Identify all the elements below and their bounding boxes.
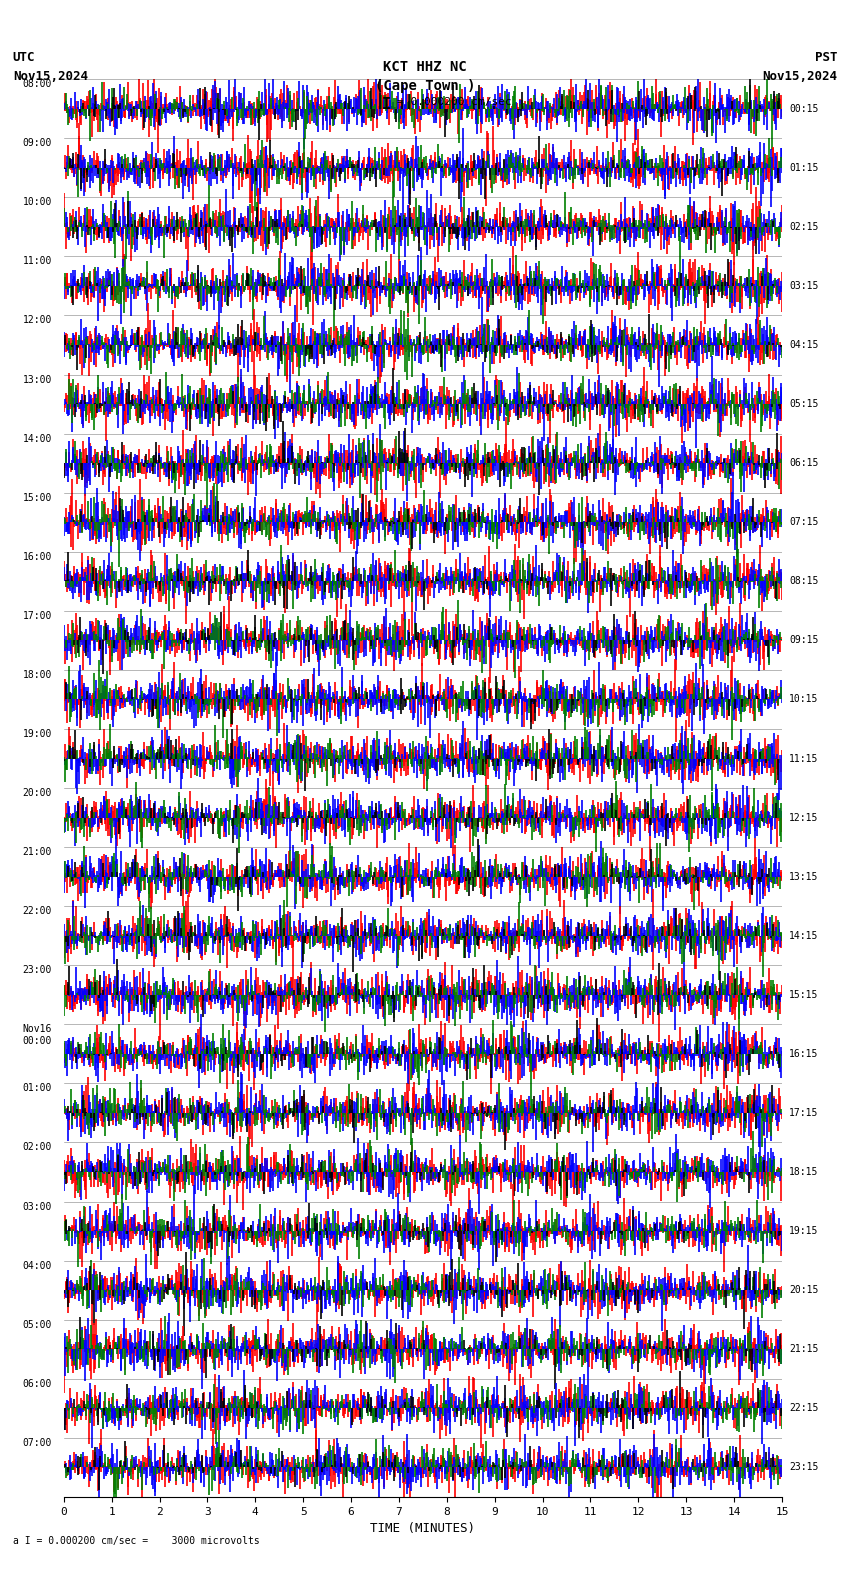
Text: 05:15: 05:15 bbox=[789, 399, 819, 409]
Text: 04:15: 04:15 bbox=[789, 341, 819, 350]
Text: 22:00: 22:00 bbox=[22, 906, 52, 916]
Text: a I = 0.000200 cm/sec =    3000 microvolts: a I = 0.000200 cm/sec = 3000 microvolts bbox=[13, 1536, 259, 1546]
Text: 07:00: 07:00 bbox=[22, 1438, 52, 1448]
Text: 11:00: 11:00 bbox=[22, 257, 52, 266]
Text: 14:00: 14:00 bbox=[22, 434, 52, 444]
Text: Nov15,2024: Nov15,2024 bbox=[13, 70, 88, 82]
Text: 16:00: 16:00 bbox=[22, 551, 52, 562]
Text: Nov16
00:00: Nov16 00:00 bbox=[22, 1025, 52, 1045]
Text: 08:15: 08:15 bbox=[789, 577, 819, 586]
Text: 09:15: 09:15 bbox=[789, 635, 819, 645]
Text: 03:00: 03:00 bbox=[22, 1202, 52, 1212]
Text: 12:00: 12:00 bbox=[22, 315, 52, 325]
Text: 14:15: 14:15 bbox=[789, 931, 819, 941]
Text: 15:00: 15:00 bbox=[22, 493, 52, 502]
Text: 01:15: 01:15 bbox=[789, 163, 819, 173]
Text: (Cape Town ): (Cape Town ) bbox=[375, 79, 475, 93]
Text: 12:15: 12:15 bbox=[789, 813, 819, 822]
Text: 11:15: 11:15 bbox=[789, 754, 819, 763]
Text: Nov15,2024: Nov15,2024 bbox=[762, 70, 837, 82]
Text: 20:00: 20:00 bbox=[22, 787, 52, 798]
Text: 17:00: 17:00 bbox=[22, 611, 52, 621]
Text: 17:15: 17:15 bbox=[789, 1107, 819, 1118]
Text: KCT HHZ NC: KCT HHZ NC bbox=[383, 60, 467, 74]
Text: 09:00: 09:00 bbox=[22, 138, 52, 149]
Text: 18:15: 18:15 bbox=[789, 1167, 819, 1177]
Text: 05:00: 05:00 bbox=[22, 1319, 52, 1329]
X-axis label: TIME (MINUTES): TIME (MINUTES) bbox=[371, 1522, 475, 1535]
Text: 16:15: 16:15 bbox=[789, 1049, 819, 1058]
Text: 06:15: 06:15 bbox=[789, 458, 819, 469]
Text: 20:15: 20:15 bbox=[789, 1285, 819, 1296]
Text: 03:15: 03:15 bbox=[789, 280, 819, 291]
Text: 00:15: 00:15 bbox=[789, 103, 819, 114]
Text: 21:00: 21:00 bbox=[22, 847, 52, 857]
Text: 01:00: 01:00 bbox=[22, 1083, 52, 1093]
Text: 19:15: 19:15 bbox=[789, 1226, 819, 1236]
Text: UTC: UTC bbox=[13, 51, 35, 63]
Text: 21:15: 21:15 bbox=[789, 1345, 819, 1354]
Text: 19:00: 19:00 bbox=[22, 729, 52, 740]
Text: 13:00: 13:00 bbox=[22, 374, 52, 385]
Text: 04:00: 04:00 bbox=[22, 1261, 52, 1270]
Text: 13:15: 13:15 bbox=[789, 871, 819, 882]
Text: 02:00: 02:00 bbox=[22, 1142, 52, 1153]
Text: 15:15: 15:15 bbox=[789, 990, 819, 1000]
Text: 23:00: 23:00 bbox=[22, 965, 52, 976]
Text: 06:00: 06:00 bbox=[22, 1378, 52, 1389]
Text: 10:00: 10:00 bbox=[22, 198, 52, 208]
Text: 08:00: 08:00 bbox=[22, 79, 52, 89]
Text: 10:15: 10:15 bbox=[789, 694, 819, 705]
Text: 18:00: 18:00 bbox=[22, 670, 52, 680]
Text: PST: PST bbox=[815, 51, 837, 63]
Text: = 0.000200 cm/sec: = 0.000200 cm/sec bbox=[397, 97, 512, 106]
Text: 02:15: 02:15 bbox=[789, 222, 819, 231]
Text: I: I bbox=[382, 97, 391, 111]
Text: 22:15: 22:15 bbox=[789, 1403, 819, 1413]
Text: 23:15: 23:15 bbox=[789, 1462, 819, 1473]
Text: 07:15: 07:15 bbox=[789, 518, 819, 527]
